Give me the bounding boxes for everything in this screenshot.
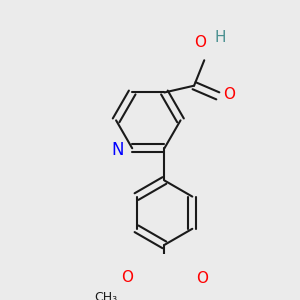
Text: O: O [194, 35, 206, 50]
Text: O: O [196, 271, 208, 286]
Text: N: N [111, 141, 124, 159]
Text: H: H [214, 30, 226, 45]
Text: O: O [223, 87, 235, 102]
Text: O: O [121, 270, 133, 285]
Text: CH₃: CH₃ [94, 291, 117, 300]
